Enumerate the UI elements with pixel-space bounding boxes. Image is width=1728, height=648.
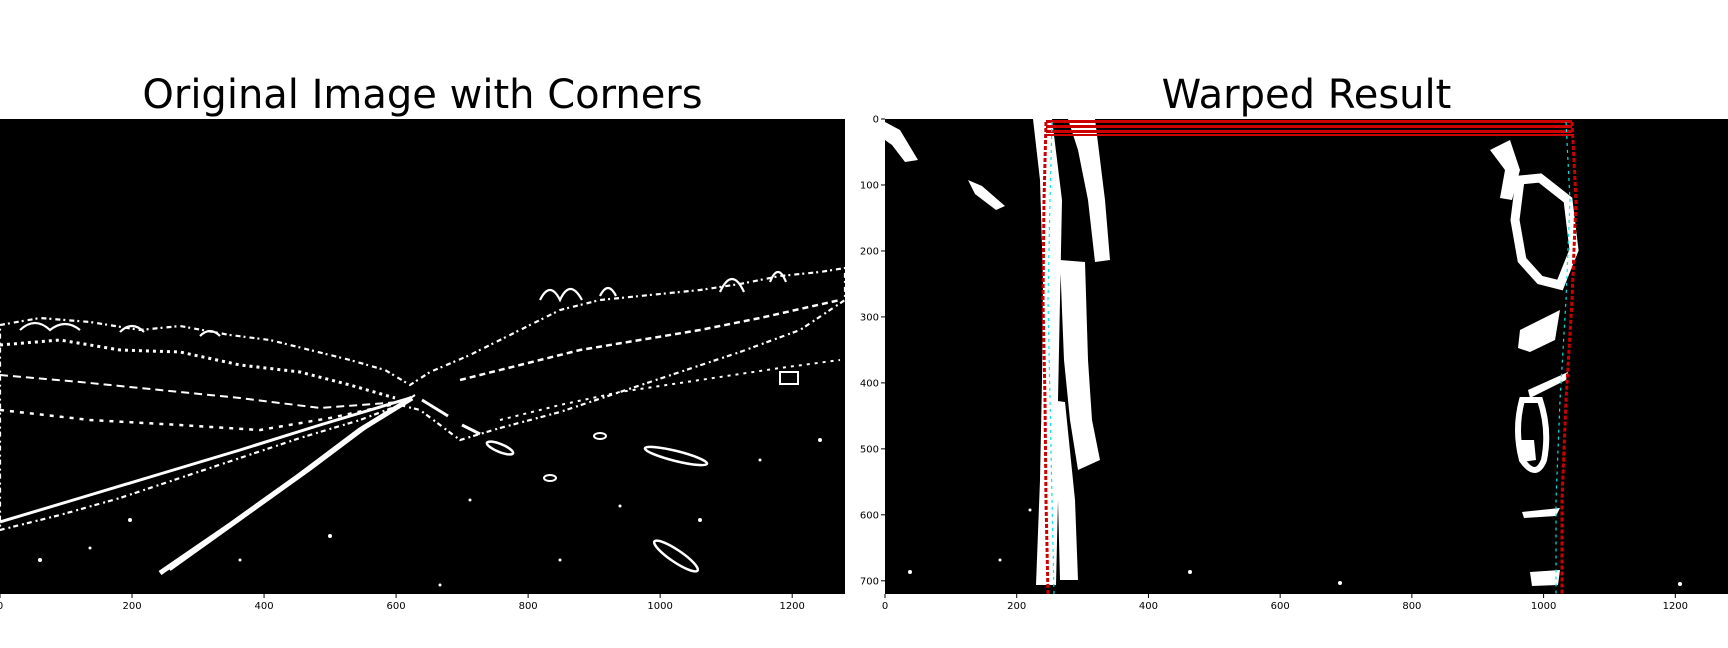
y-tick-label: 400 [860, 378, 879, 389]
x-tick-label: 200 [122, 601, 141, 612]
x-tick-label: 1000 [1531, 601, 1556, 612]
right-y-axis: 0 100 200 300 400 500 600 700 [860, 115, 885, 587]
right-x-axis: 0 200 400 600 800 1000 1200 [882, 594, 1688, 612]
left-x-axis: 0 200 400 600 800 1000 1200 [0, 594, 805, 612]
left-panel: 0 200 400 600 800 1000 1200 [0, 119, 847, 612]
right-panel-title: Warped Result [1161, 72, 1452, 118]
x-tick-label: 800 [519, 601, 538, 612]
x-tick-label: 1000 [647, 601, 672, 612]
x-tick-label: 1200 [779, 601, 804, 612]
y-tick-label: 0 [873, 115, 879, 126]
right-panel: 0 200 400 600 800 1000 1200 0 100 200 300 400 500 60… [860, 115, 1728, 612]
x-tick-label: 0 [882, 601, 888, 612]
x-tick-label: 600 [1271, 601, 1290, 612]
y-tick-label: 100 [860, 180, 879, 191]
left-image-content [0, 266, 847, 587]
y-tick-label: 700 [860, 576, 879, 587]
y-tick-label: 500 [860, 444, 879, 455]
x-tick-label: 200 [1007, 601, 1026, 612]
x-tick-label: 0 [0, 601, 3, 612]
left-panel-title: Original Image with Corners [142, 72, 703, 118]
y-tick-label: 600 [860, 510, 879, 521]
x-tick-label: 1200 [1663, 601, 1688, 612]
y-tick-label: 300 [860, 312, 879, 323]
right-image-background [885, 119, 1728, 594]
y-tick-label: 200 [860, 246, 879, 257]
x-tick-label: 600 [387, 601, 406, 612]
x-tick-label: 800 [1402, 601, 1421, 612]
right-image-content [885, 119, 1682, 595]
x-tick-label: 400 [1139, 601, 1158, 612]
x-tick-label: 400 [255, 601, 274, 612]
left-image-background [0, 119, 845, 594]
